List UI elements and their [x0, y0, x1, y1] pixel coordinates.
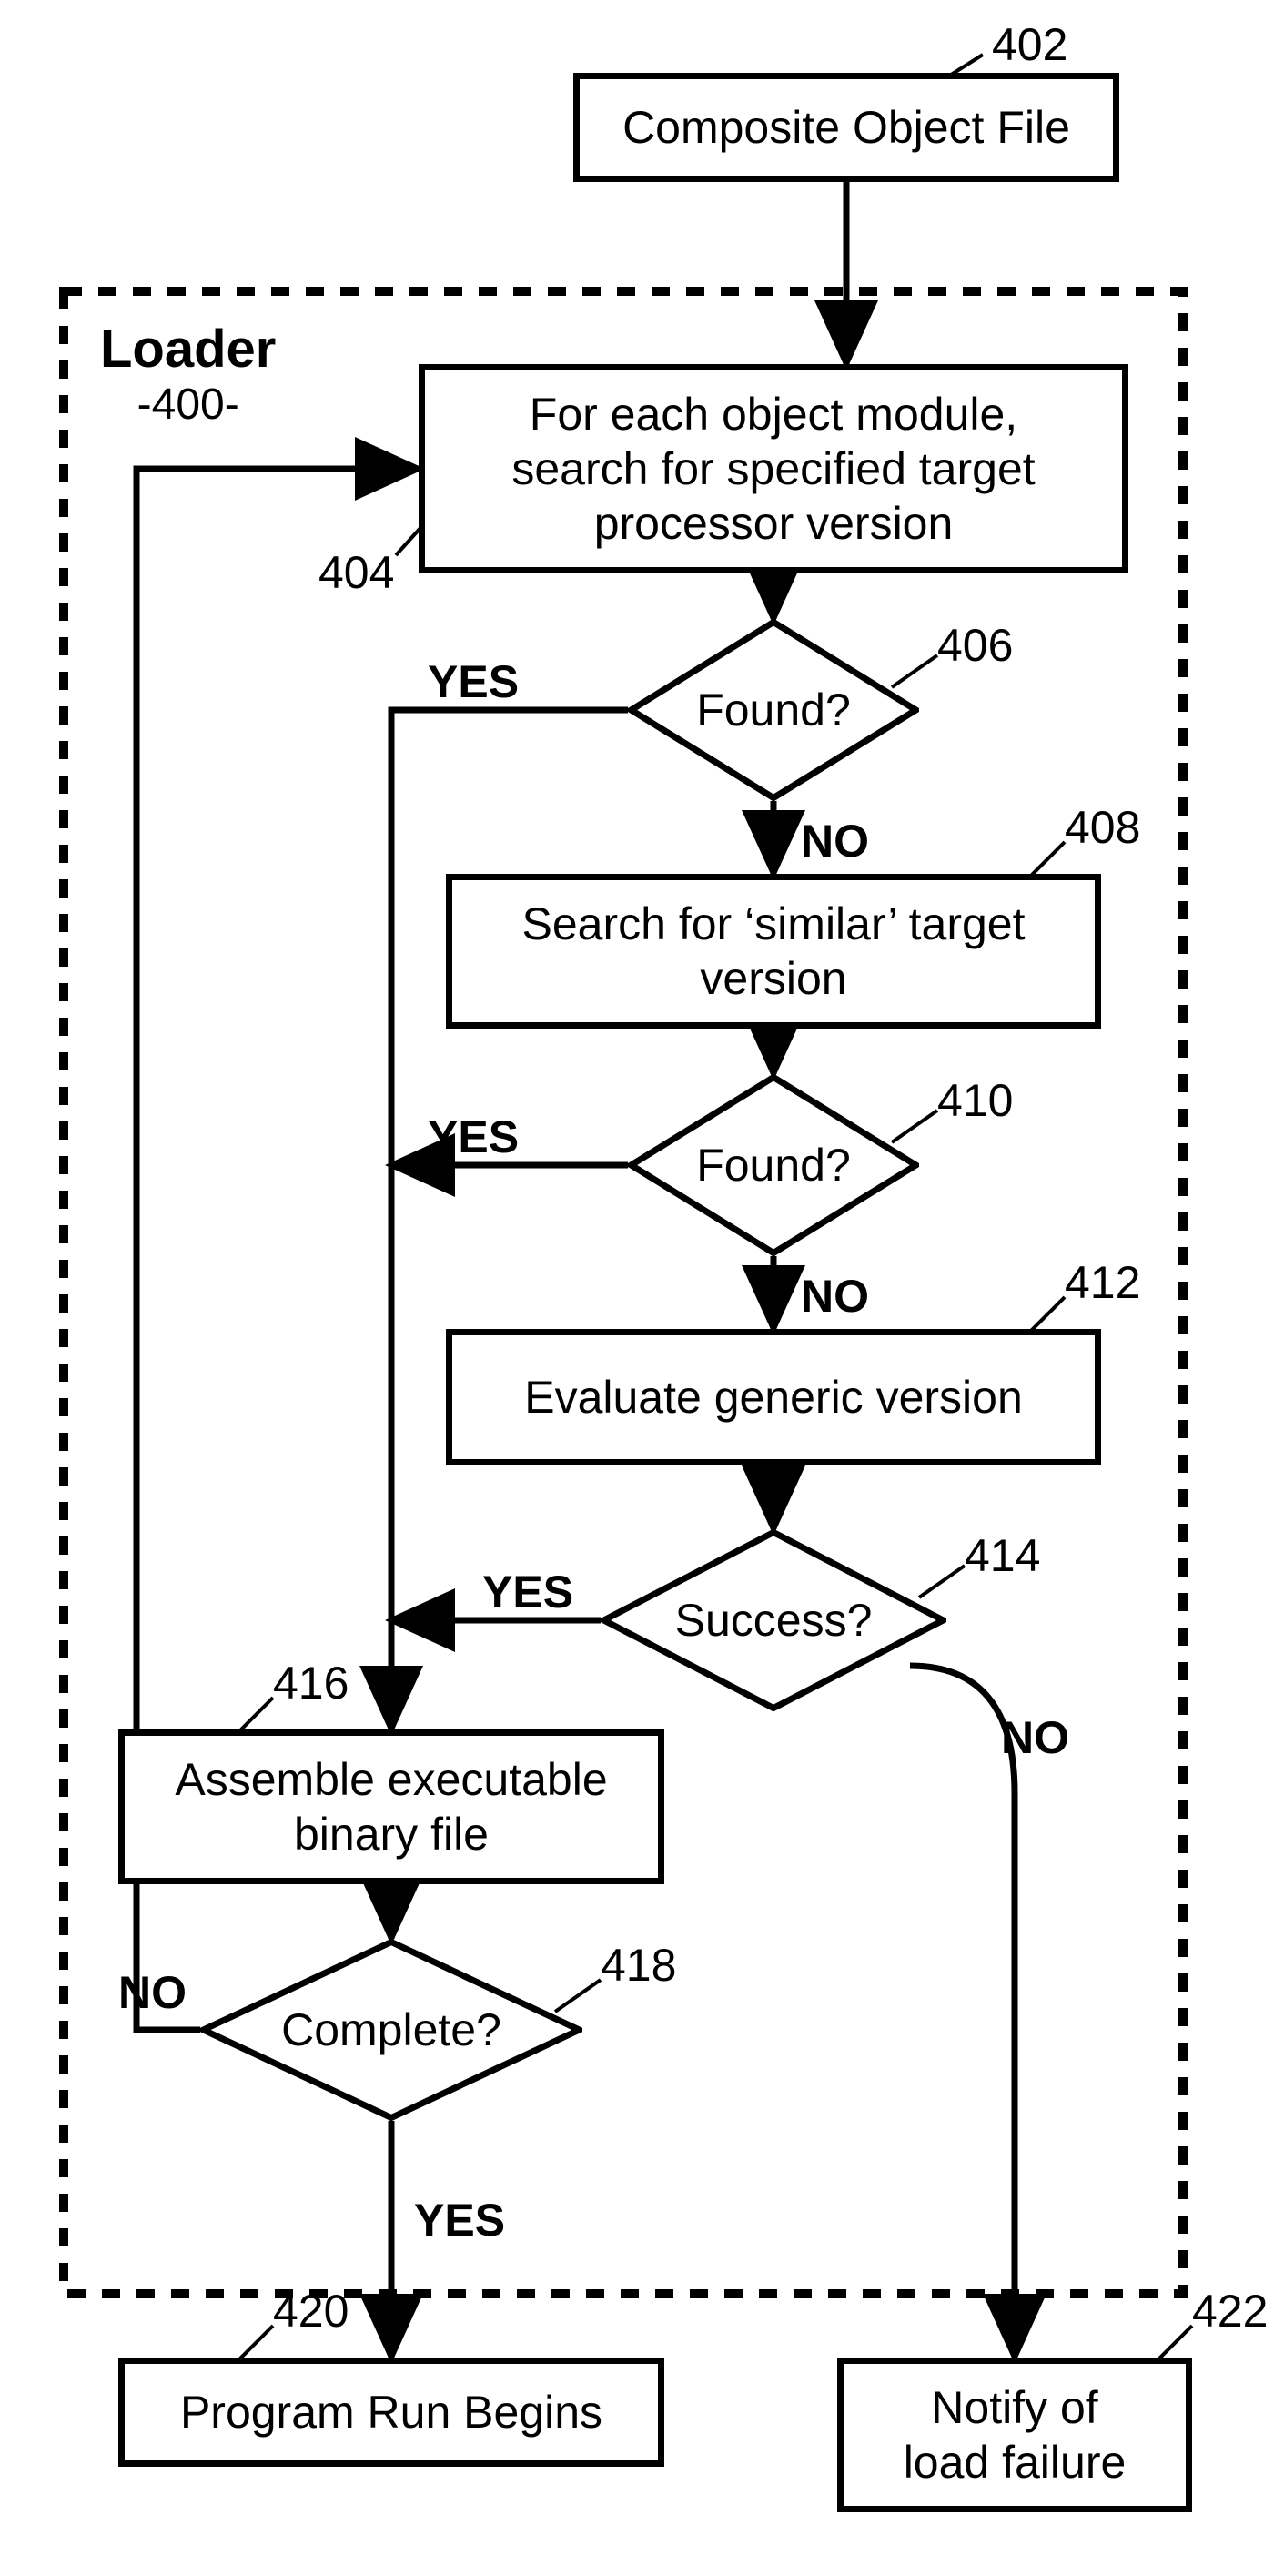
edge-label-e8: YES: [482, 1566, 573, 1618]
ref-label-r408: 408: [1065, 801, 1140, 854]
node-text-n412: Evaluate generic version: [524, 1370, 1023, 1425]
ref-label-r414: 414: [965, 1529, 1040, 1582]
ref-label-r404: 404: [318, 546, 394, 599]
node-text-n420: Program Run Begins: [180, 2385, 602, 2439]
node-text-n418: Complete?: [281, 2003, 501, 2056]
diagram-canvas: Loader-400- NO YES YES NO YES NO YES NO Composite…: [0, 0, 1284, 2576]
edge-label-e12: NO: [1001, 1711, 1069, 1764]
node-n416: Assemble executablebinary file: [118, 1729, 664, 1884]
ref-label-r410: 410: [937, 1074, 1013, 1127]
node-n410: Found?: [628, 1074, 919, 1256]
edge-label-e10: NO: [118, 1966, 187, 2019]
node-n412: Evaluate generic version: [446, 1329, 1101, 1465]
edge-e12: [910, 1666, 1015, 2358]
node-text-n404: For each object module,search for specif…: [511, 387, 1035, 551]
node-n408: Search for ‘similar’ targetversion: [446, 874, 1101, 1029]
edge-label-e11: YES: [414, 2194, 505, 2246]
edge-label-e2: NO: [801, 815, 869, 867]
node-n414: Success?: [601, 1529, 946, 1711]
node-text-n408: Search for ‘similar’ targetversion: [522, 897, 1026, 1006]
loader-subtitle-text: -400-: [100, 380, 276, 430]
loader-title-text: Loader: [100, 319, 276, 380]
node-text-n416: Assemble executablebinary file: [175, 1752, 607, 1861]
node-n418: Complete?: [200, 1939, 582, 2121]
node-n402: Composite Object File: [573, 73, 1119, 182]
node-text-n422: Notify ofload failure: [904, 2380, 1127, 2490]
node-n422: Notify ofload failure: [837, 2358, 1192, 2512]
edge-label-e3: YES: [428, 655, 519, 708]
node-n404: For each object module,search for specif…: [419, 364, 1128, 573]
node-n420: Program Run Begins: [118, 2358, 664, 2467]
ref-label-r402: 402: [992, 18, 1067, 71]
node-text-n402: Composite Object File: [622, 100, 1070, 155]
ref-label-r420: 420: [273, 2285, 349, 2338]
node-n406: Found?: [628, 619, 919, 801]
ref-label-r418: 418: [601, 1939, 676, 1992]
ref-label-r412: 412: [1065, 1256, 1140, 1309]
node-text-n414: Success?: [675, 1594, 873, 1647]
node-text-n406: Found?: [696, 684, 851, 736]
node-text-n410: Found?: [696, 1139, 851, 1192]
edge-label-e6: NO: [801, 1270, 869, 1323]
ref-label-r422: 422: [1192, 2285, 1268, 2338]
ref-label-r416: 416: [273, 1657, 349, 1709]
edge-label-e5: YES: [428, 1111, 519, 1163]
loader-title: Loader-400-: [100, 319, 276, 430]
ref-label-r406: 406: [937, 619, 1013, 672]
